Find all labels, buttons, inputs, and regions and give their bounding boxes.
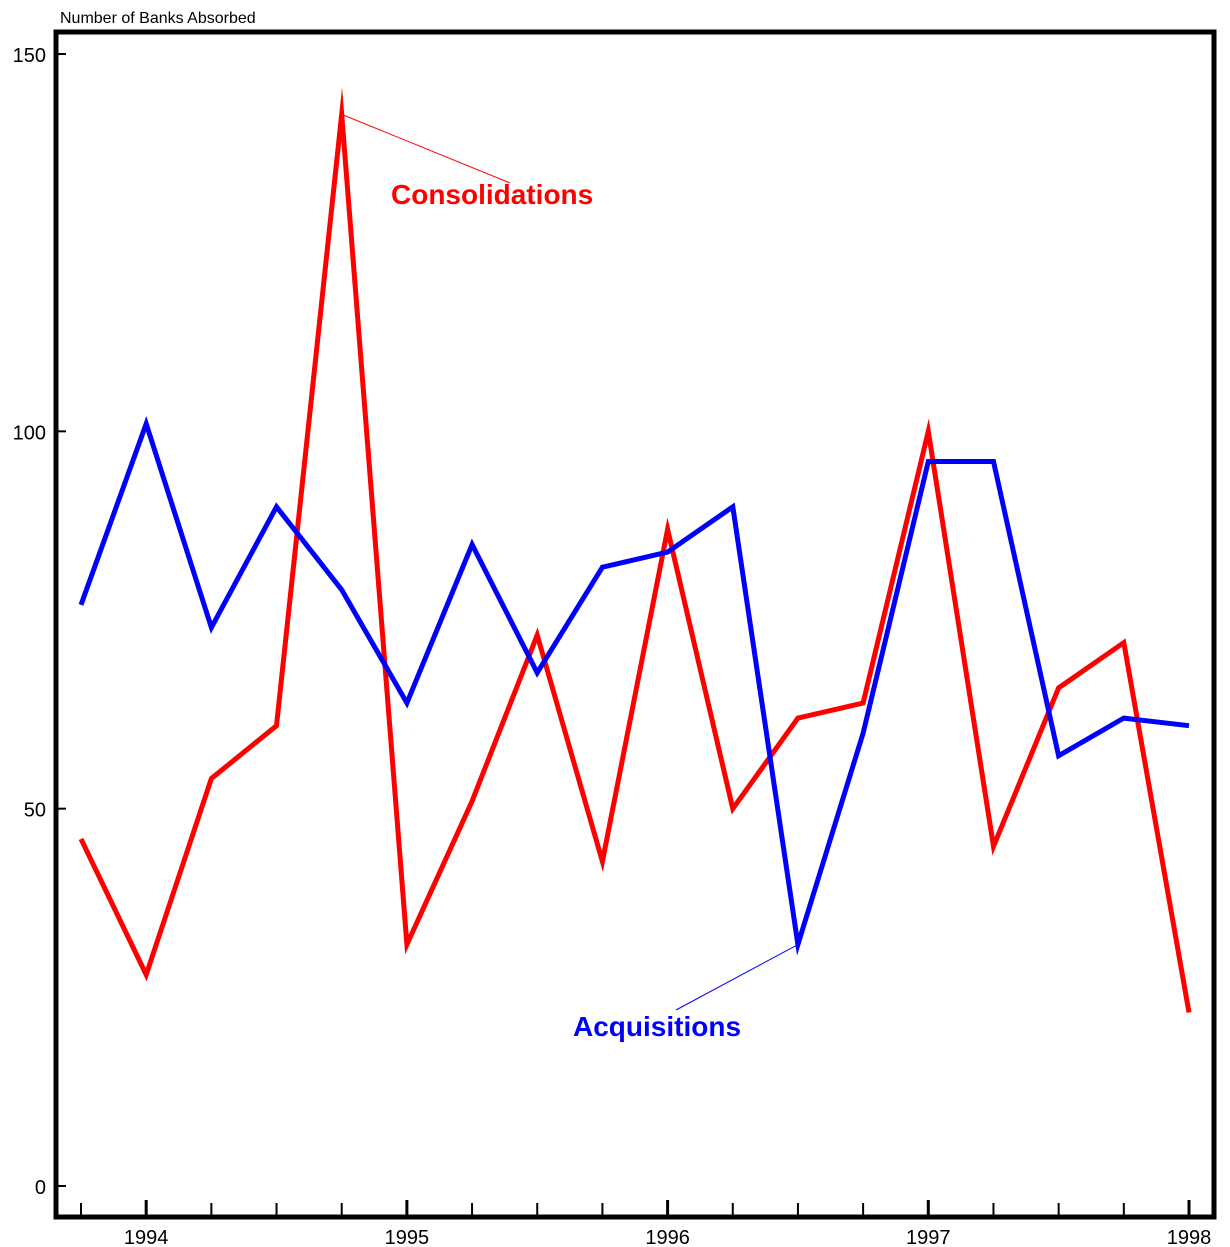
x-tick-label-1998: 1998: [1167, 1227, 1212, 1247]
series-lines: [78, 87, 1192, 1013]
consolidations-label: Consolidations: [391, 179, 593, 210]
x-tick-label-1995: 1995: [385, 1227, 430, 1247]
y-tick-label-50: 50: [24, 800, 46, 822]
y-axis-ticks: 0 50 100 150: [13, 45, 66, 1199]
y-axis-label: Number of Banks Absorbed: [60, 10, 256, 27]
consolidations-line: [78, 87, 1192, 1013]
acquisitions-line: [78, 416, 1190, 956]
x-axis-ticks: 1994 1995 1996 1997 1998: [80, 1200, 1212, 1247]
acquisitions-label: Acquisitions: [573, 1011, 741, 1042]
y-tick-label-0: 0: [35, 1177, 46, 1199]
consolidations-leader-line: [341, 113, 511, 184]
acquisitions-leader-line: [675, 944, 799, 1011]
y-tick-label-150: 150: [13, 45, 46, 67]
annotations: Consolidations Acquisitions: [341, 113, 799, 1042]
plot-frame: [53, 29, 1217, 1220]
x-tick-label-1996: 1996: [645, 1227, 690, 1247]
x-tick-label-1997: 1997: [906, 1227, 951, 1247]
x-tick-label-1994: 1994: [124, 1227, 169, 1247]
y-tick-label-100: 100: [13, 422, 46, 444]
